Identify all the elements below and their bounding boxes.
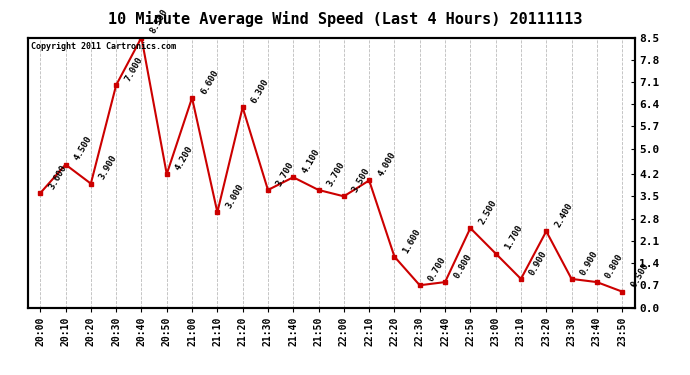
Text: 3.700: 3.700 bbox=[275, 160, 296, 188]
Text: 2.500: 2.500 bbox=[477, 198, 499, 226]
Text: 7.000: 7.000 bbox=[123, 55, 144, 83]
Text: 2.400: 2.400 bbox=[553, 201, 575, 229]
Text: 0.700: 0.700 bbox=[426, 255, 448, 283]
Text: 3.500: 3.500 bbox=[351, 166, 372, 194]
Text: 0.800: 0.800 bbox=[604, 252, 625, 280]
Text: 4.000: 4.000 bbox=[376, 150, 397, 178]
Text: Copyright 2011 Cartronics.com: Copyright 2011 Cartronics.com bbox=[30, 42, 176, 51]
Text: 3.000: 3.000 bbox=[224, 182, 246, 210]
Text: 4.200: 4.200 bbox=[174, 144, 195, 172]
Text: 0.800: 0.800 bbox=[452, 252, 473, 280]
Text: 6.300: 6.300 bbox=[250, 78, 271, 105]
Text: 4.500: 4.500 bbox=[72, 135, 94, 162]
Text: 1.600: 1.600 bbox=[402, 227, 423, 255]
Text: 10 Minute Average Wind Speed (Last 4 Hours) 20111113: 10 Minute Average Wind Speed (Last 4 Hou… bbox=[108, 11, 582, 27]
Text: 3.600: 3.600 bbox=[47, 163, 68, 191]
Text: 8.500: 8.500 bbox=[148, 8, 170, 35]
Text: 1.700: 1.700 bbox=[502, 224, 524, 251]
Text: 3.900: 3.900 bbox=[98, 154, 119, 182]
Text: 3.700: 3.700 bbox=[326, 160, 347, 188]
Text: 4.100: 4.100 bbox=[300, 147, 322, 175]
Text: 0.900: 0.900 bbox=[578, 249, 600, 277]
Text: 0.900: 0.900 bbox=[528, 249, 549, 277]
Text: 6.600: 6.600 bbox=[199, 68, 220, 96]
Text: 0.500: 0.500 bbox=[629, 262, 651, 290]
